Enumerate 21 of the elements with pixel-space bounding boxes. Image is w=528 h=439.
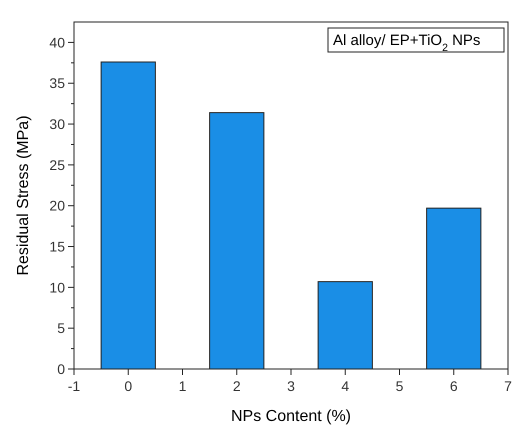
x-tick-label: 2 [232, 378, 241, 394]
x-tick-label: 7 [504, 378, 512, 394]
x-tick-label: -1 [68, 378, 80, 394]
x-tick-label: 1 [178, 378, 187, 394]
y-tick-label: 15 [49, 238, 66, 254]
y-tick-label: 40 [49, 34, 66, 50]
y-tick-label: 20 [49, 198, 66, 214]
y-tick-label: 35 [49, 75, 66, 92]
x-tick-label: 0 [124, 378, 132, 394]
x-tick-label: 3 [287, 378, 296, 394]
y-tick-label: 10 [49, 279, 66, 296]
annotation: Al alloy/ EP+TiO$_{2}$ NPs [333, 32, 480, 54]
y-tick-label: 0 [57, 360, 66, 377]
y-axis-title: Residual Stress (MPa) [15, 115, 32, 276]
x-tick-label: 4 [341, 378, 350, 394]
x-tick-label: 5 [396, 378, 404, 394]
x-tick-label: 6 [450, 378, 458, 394]
y-tick-label: 30 [49, 116, 66, 132]
y-tick-label: 5 [57, 320, 66, 336]
y-tick-label: 25 [49, 156, 66, 173]
x-axis-title: NPs Content (%) [230, 408, 352, 425]
